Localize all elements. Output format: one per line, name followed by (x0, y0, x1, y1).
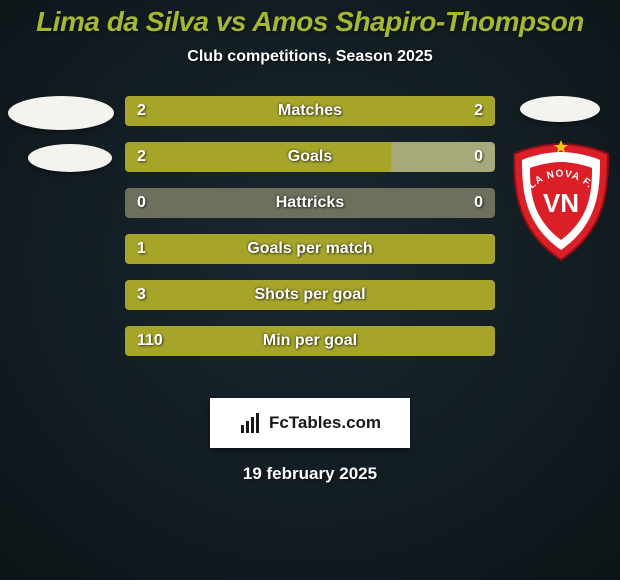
stat-value-left: 110 (137, 326, 163, 356)
svg-text:VN: VN (543, 188, 579, 218)
footer-attribution: FcTables.com (210, 398, 410, 448)
stat-value-left: 2 (137, 142, 146, 172)
club-logo-icon: VILA NOVA F.C. VN (510, 140, 612, 264)
avatar-oval-icon (520, 96, 600, 122)
stats-column: Matches22Goals20Hattricks00Goals per mat… (125, 96, 495, 372)
stat-value-right: 2 (474, 96, 483, 126)
stat-label: Goals (125, 142, 495, 172)
stat-row: Shots per goal3 (125, 280, 495, 310)
player-right-avatar: VILA NOVA F.C. VN (510, 96, 612, 264)
stat-value-right: 0 (474, 142, 483, 172)
fctables-logo-icon (239, 411, 263, 435)
stat-value-left: 2 (137, 96, 146, 126)
stat-row: Goals2 0 (125, 142, 495, 172)
stat-value-left: 3 (137, 280, 146, 310)
page-title: Lima da Silva vs Amos Shapiro-Thompson (0, 0, 620, 38)
stat-row: Min per goal110 (125, 326, 495, 356)
stat-value-left: 1 (137, 234, 146, 264)
player-left-avatar (8, 96, 114, 172)
stat-label: Shots per goal (125, 280, 495, 310)
stat-row: Hattricks0 0 (125, 188, 495, 218)
stat-label: Matches (125, 96, 495, 126)
stat-value-left: 0 (137, 188, 146, 218)
stat-row: Goals per match1 (125, 234, 495, 264)
subtitle: Club competitions, Season 2025 (0, 48, 620, 66)
stat-value-right: 0 (474, 188, 483, 218)
stat-row: Matches2 2 (125, 96, 495, 126)
avatar-oval-icon (28, 144, 112, 172)
avatar-oval-icon (8, 96, 114, 130)
stat-label: Goals per match (125, 234, 495, 264)
footer-text: FcTables.com (269, 413, 381, 433)
stat-label: Hattricks (125, 188, 495, 218)
date-text: 19 february 2025 (0, 464, 620, 484)
stats-area: VILA NOVA F.C. VN Matches22Goals20Hattri… (0, 96, 620, 386)
stat-label: Min per goal (125, 326, 495, 356)
